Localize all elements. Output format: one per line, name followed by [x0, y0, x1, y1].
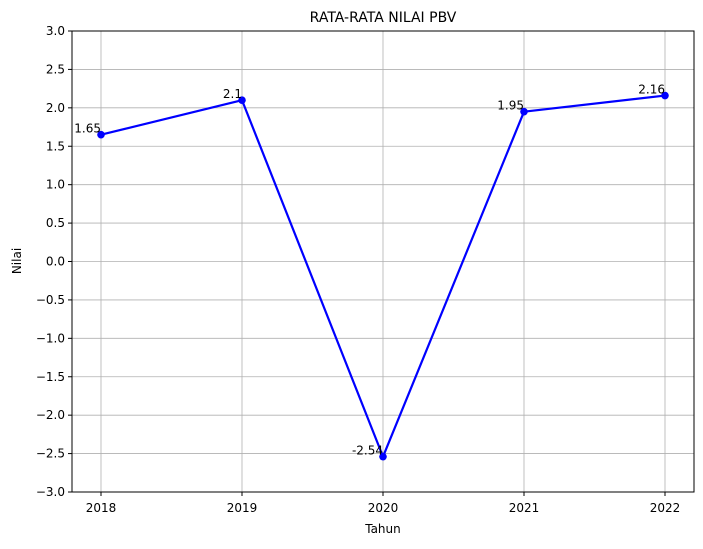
y-tick-label: −1.5	[36, 370, 65, 384]
y-tick-label: −2.5	[36, 447, 65, 461]
data-point-marker	[379, 452, 387, 461]
x-axis-label: Tahun	[364, 522, 401, 536]
axis-ticks: 2018 2019 2020 2021 2022 −3.0 −2.5 −2.0 −1.5 −1.0…	[36, 24, 680, 515]
y-tick-label: 2.0	[46, 101, 65, 115]
data-point-marker	[238, 96, 246, 104]
x-tick-label: 2021	[509, 501, 540, 515]
data-point-label: 1.65	[74, 122, 101, 136]
y-tick-label: 0.0	[46, 255, 65, 269]
data-point-marker	[661, 91, 669, 100]
y-axis-label: Nilai	[10, 248, 24, 274]
data-point-marker	[97, 130, 105, 139]
data-series	[97, 91, 669, 461]
chart-title: RATA-RATA NILAI PBV	[310, 10, 457, 26]
y-tick-label: −2.0	[36, 408, 65, 422]
data-point-marker	[520, 107, 528, 116]
data-labels: 1.65 2.1 -2.54 1.95 2.16	[74, 83, 665, 458]
x-tick-label: 2019	[227, 501, 258, 515]
x-tick-label: 2020	[368, 501, 399, 515]
grid-lines	[72, 30, 694, 493]
data-point-label: 2.16	[638, 83, 665, 97]
data-point-label: 1.95	[497, 99, 524, 113]
data-point-label: 2.1	[223, 87, 242, 101]
y-tick-label: 0.5	[46, 216, 65, 230]
y-tick-label: 1.0	[46, 178, 65, 192]
y-tick-label: −1.0	[36, 331, 65, 345]
y-tick-label: −3.0	[36, 485, 65, 499]
data-point-label: -2.54	[352, 444, 383, 458]
y-tick-label: −0.5	[36, 293, 65, 307]
y-tick-label: 2.5	[46, 62, 65, 76]
y-tick-label: 1.5	[46, 139, 65, 153]
x-tick-label: 2022	[650, 501, 681, 515]
x-tick-label: 2018	[86, 501, 117, 515]
y-tick-label: 3.0	[46, 24, 65, 38]
